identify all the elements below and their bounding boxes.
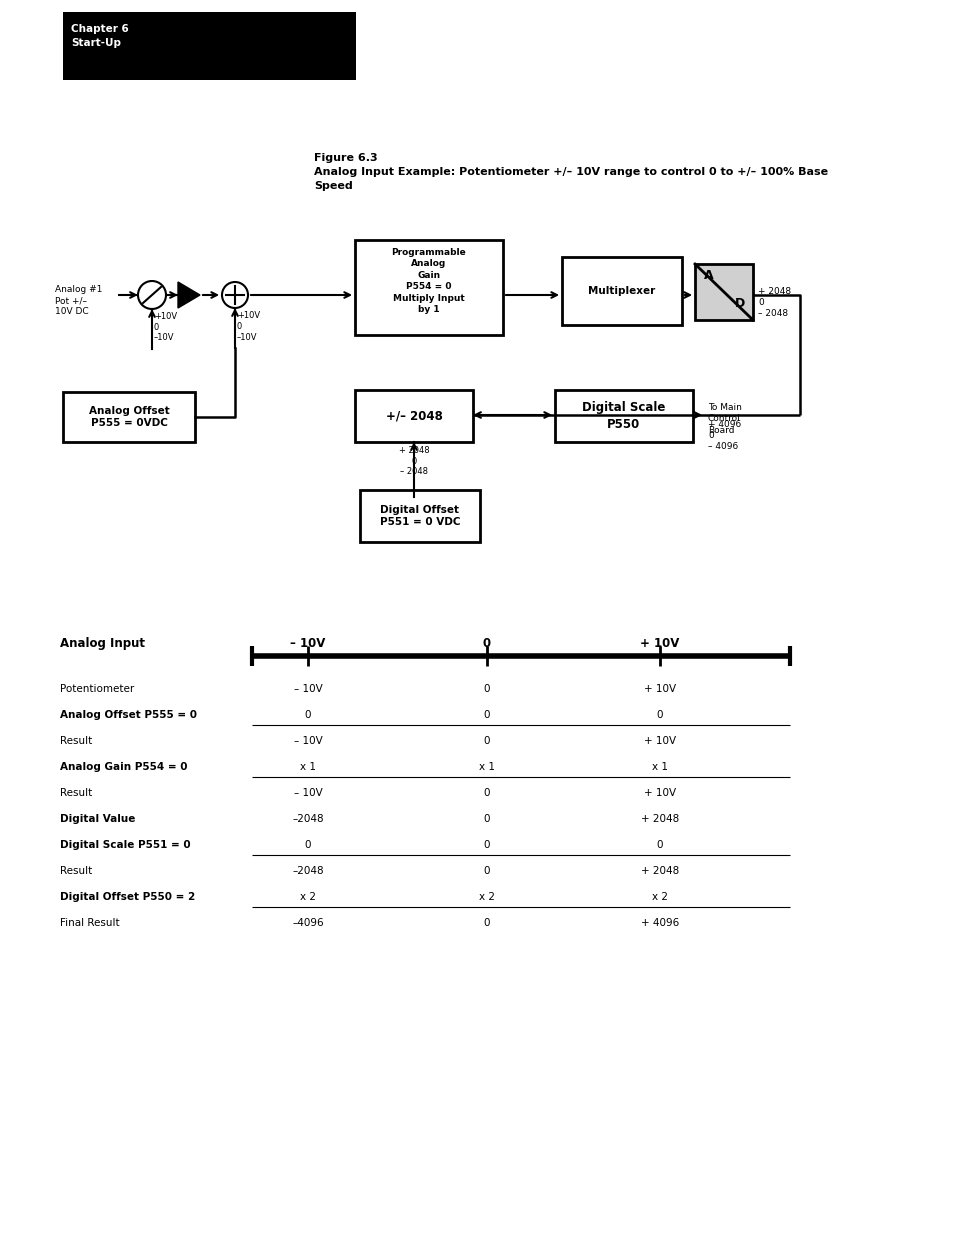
Text: Multiplexer: Multiplexer (588, 287, 655, 296)
Text: +10V
0
–10V: +10V 0 –10V (153, 312, 177, 342)
Text: 0: 0 (482, 637, 491, 650)
Text: Result: Result (60, 788, 92, 798)
Text: –2048: –2048 (292, 814, 323, 824)
Bar (695, 264, 752, 320)
Text: –2048: –2048 (292, 866, 323, 876)
Text: x 1: x 1 (651, 762, 667, 772)
Text: Start-Up: Start-Up (71, 38, 121, 48)
Bar (63, 391, 194, 442)
Text: Digital Scale
P550: Digital Scale P550 (581, 401, 665, 431)
Text: 0: 0 (483, 736, 490, 746)
Text: Analog Offset P555 = 0: Analog Offset P555 = 0 (60, 710, 196, 720)
Text: + 10V: + 10V (643, 736, 676, 746)
Bar (555, 390, 692, 442)
Text: Chapter 6: Chapter 6 (71, 23, 129, 35)
Text: – 10V: – 10V (294, 684, 322, 694)
Text: x 1: x 1 (478, 762, 495, 772)
Text: Speed: Speed (314, 182, 353, 191)
Text: –4096: –4096 (292, 918, 323, 927)
Text: 0: 0 (304, 840, 311, 850)
Text: Analog #1
Pot +/–
10V DC: Analog #1 Pot +/– 10V DC (55, 285, 102, 316)
Text: – 10V: – 10V (294, 788, 322, 798)
Text: 0: 0 (483, 814, 490, 824)
Text: – 10V: – 10V (294, 736, 322, 746)
Text: Digital Scale P551 = 0: Digital Scale P551 = 0 (60, 840, 191, 850)
Text: x 2: x 2 (299, 892, 315, 902)
Bar (359, 490, 479, 542)
Text: Final Result: Final Result (60, 918, 119, 927)
Text: +/– 2048: +/– 2048 (385, 410, 442, 422)
Text: Digital Value: Digital Value (60, 814, 135, 824)
Text: + 4096: + 4096 (640, 918, 679, 927)
Polygon shape (178, 282, 200, 308)
Text: + 2048
0
– 2048: + 2048 0 – 2048 (758, 287, 790, 319)
Text: Potentiometer: Potentiometer (60, 684, 134, 694)
Text: 0: 0 (483, 684, 490, 694)
Text: + 10V: + 10V (643, 788, 676, 798)
Text: Figure 6.3: Figure 6.3 (314, 153, 377, 163)
Text: Analog Input Example: Potentiometer +/– 10V range to control 0 to +/– 100% Base: Analog Input Example: Potentiometer +/– … (314, 167, 827, 177)
Text: + 10V: + 10V (643, 684, 676, 694)
Text: x 1: x 1 (299, 762, 315, 772)
Text: 0: 0 (483, 840, 490, 850)
Text: 0: 0 (483, 788, 490, 798)
Text: Result: Result (60, 866, 92, 876)
Text: Analog Gain P554 = 0: Analog Gain P554 = 0 (60, 762, 188, 772)
Text: x 2: x 2 (478, 892, 495, 902)
Text: Digital Offset P550 = 2: Digital Offset P550 = 2 (60, 892, 195, 902)
Text: Digital Offset
P551 = 0 VDC: Digital Offset P551 = 0 VDC (379, 505, 459, 527)
Text: + 2048: + 2048 (640, 814, 679, 824)
Text: + 2048: + 2048 (640, 866, 679, 876)
Text: x 2: x 2 (651, 892, 667, 902)
Text: Analog Offset
P555 = 0VDC: Analog Offset P555 = 0VDC (89, 405, 170, 429)
Text: A: A (703, 269, 713, 282)
Bar (355, 240, 502, 335)
Text: 0: 0 (483, 918, 490, 927)
Text: Analog Input: Analog Input (60, 637, 145, 650)
Text: 0: 0 (304, 710, 311, 720)
Text: Programmable
Analog
Gain
P554 = 0
Multiply Input
by 1: Programmable Analog Gain P554 = 0 Multip… (392, 248, 466, 314)
Text: +10V
0
–10V: +10V 0 –10V (236, 311, 260, 342)
Text: + 2048
0
– 2048: + 2048 0 – 2048 (398, 446, 429, 477)
Text: 0: 0 (656, 710, 662, 720)
Text: D: D (734, 296, 744, 310)
Text: To Main
Control
Board: To Main Control Board (707, 403, 741, 435)
Text: 0: 0 (656, 840, 662, 850)
Text: 0: 0 (483, 710, 490, 720)
Bar (561, 257, 681, 325)
Text: Result: Result (60, 736, 92, 746)
Text: + 4096
0
– 4096: + 4096 0 – 4096 (707, 420, 740, 451)
Bar (63, 12, 355, 80)
Text: + 10V: + 10V (639, 637, 679, 650)
Text: – 10V: – 10V (290, 637, 325, 650)
Bar (355, 390, 473, 442)
Text: 0: 0 (483, 866, 490, 876)
